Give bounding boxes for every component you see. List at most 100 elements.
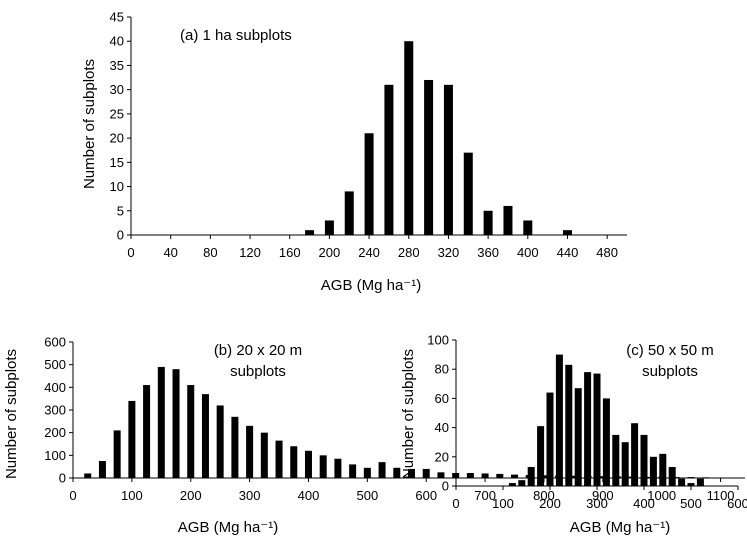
panel-c-bar [621,442,629,486]
panel-c-bar [668,467,676,486]
panel-b-bar [393,467,401,478]
panel-b-x-tick-label: 1000 [647,488,676,503]
panel-b-y-axis-title: Number of subplots [3,349,20,479]
panel-c-y-tick-label: 60 [435,391,449,406]
panel-a-chart: (a) 1 ha subplots Number of subplots AGB… [81,10,627,294]
panel-c-x-tick-label: 0 [452,496,459,511]
panel-a-bar [404,41,414,235]
panel-a-y-tick-label: 35 [110,58,124,73]
panel-b-bar [319,455,327,478]
panel-c-title: (c) 50 x 50 m [626,342,714,359]
panel-b-bar [290,446,298,478]
panel-b-y-tick-label: 300 [44,403,66,418]
panel-a-x-tick-label: 360 [477,245,499,260]
panel-a-x-tick-label: 40 [163,245,177,260]
panel-b-bar [216,405,224,478]
panel-a-x-tick-label: 440 [557,245,579,260]
panel-c-bar [631,423,639,486]
panel-a-x-tick-label: 480 [596,245,618,260]
panel-c-y-tick-label: 40 [435,420,449,435]
panel-a-y-tick-label: 25 [110,106,124,121]
panel-b-title: (b) 20 x 20 m [214,342,302,359]
panel-a-bar [523,220,533,235]
panel-b-bar [363,467,371,478]
panel-b-bar [143,385,151,478]
panel-c-x-axis-title: AGB (Mg ha⁻¹) [570,519,670,536]
panel-b-bar [672,477,680,478]
panel-c-y-tick-label: 80 [435,362,449,377]
panel-b-x-tick-label: 600 [415,488,437,503]
panel-a-bar [344,191,354,235]
panel-a-x-tick-label: 320 [438,245,460,260]
panel-c-x-tick-label: 300 [586,496,608,511]
panel-b-bar [437,472,445,478]
panel-c-bar [555,354,563,486]
panel-a-x-tick-label: 120 [239,245,261,260]
panel-b-bar [569,475,577,478]
panel-a-x-axis-title: AGB (Mg ha⁻¹) [321,277,421,294]
panel-b-bar [260,432,268,478]
panel-b-y-tick-label: 500 [44,357,66,372]
panel-a-y-tick-label: 20 [110,131,124,146]
panel-c-y-tick-label: 0 [442,479,449,494]
panel-c-bar [602,398,610,486]
panel-c-y-axis-title: Number of subplots [400,349,417,479]
panel-a-bar [503,205,513,235]
panel-a-y-tick-label: 15 [110,155,124,170]
panel-a-bar [483,210,493,235]
panel-b-bar [466,473,474,478]
panel-a-x-tick-label: 0 [127,245,134,260]
panel-a-bar [424,79,434,235]
panel-b-bar [201,394,209,478]
panel-a-y-tick-label: 10 [110,179,124,194]
panel-b-y-tick-label: 100 [44,448,66,463]
panel-c-bar [659,453,667,486]
panel-b-bar [511,474,519,478]
panel-b-chart: (b) 20 x 20 m subplots Number of subplot… [3,335,745,536]
panel-c-bar [565,364,573,486]
panel-c-x-tick-label: 500 [680,496,702,511]
panel-b-bar [172,369,180,478]
panel-a-x-tick-label: 160 [279,245,301,260]
panel-c-bar [649,456,657,486]
panel-a-y-tick-label: 0 [117,228,124,243]
panel-a-bar [384,84,394,235]
panel-a-y-tick-label: 5 [117,203,124,218]
panel-c-y-tick-label: 100 [427,333,449,348]
panel-b-bar [187,385,195,478]
panel-a-bar [364,133,374,235]
panel-b-bar [157,366,165,478]
panel-c-chart: (c) 50 x 50 m subplots Number of subplot… [400,333,747,537]
panel-c-bar [537,426,545,486]
panel-b-bar [481,473,489,478]
panel-c-bar [678,478,686,486]
panel-c-bar [508,483,516,486]
panel-c-bar [584,372,592,486]
panel-b-bar [275,440,283,478]
panel-c-bar [696,478,704,486]
panel-b-x-tick-label: 100 [121,488,143,503]
panel-a-title: (a) 1 ha subplots [180,27,292,44]
panel-b-bar [246,425,254,478]
panel-a-x-tick-label: 400 [517,245,539,260]
panel-c-bar [546,392,554,486]
panel-a-y-tick-label: 45 [110,10,124,25]
panel-a-bar [443,84,453,235]
panel-b-bar [378,462,386,478]
panel-c-bar [518,480,526,486]
panel-b-x-tick-label: 0 [69,488,76,503]
panel-c-bar [640,434,648,486]
panel-c-bar [574,388,582,486]
panel-b-bar [496,473,504,478]
panel-b-x-tick-label: 900 [592,488,614,503]
panel-a-x-tick-label: 280 [398,245,420,260]
panel-b-x-tick-label: 300 [239,488,261,503]
panel-a-bar [463,152,473,235]
panel-b-x-tick-label: 700 [474,488,496,503]
panel-a-x-tick-label: 240 [358,245,380,260]
panel-c-x-tick-label: 400 [633,496,655,511]
panel-b-x-tick-label: 400 [298,488,320,503]
panel-b-x-tick-label: 500 [356,488,378,503]
